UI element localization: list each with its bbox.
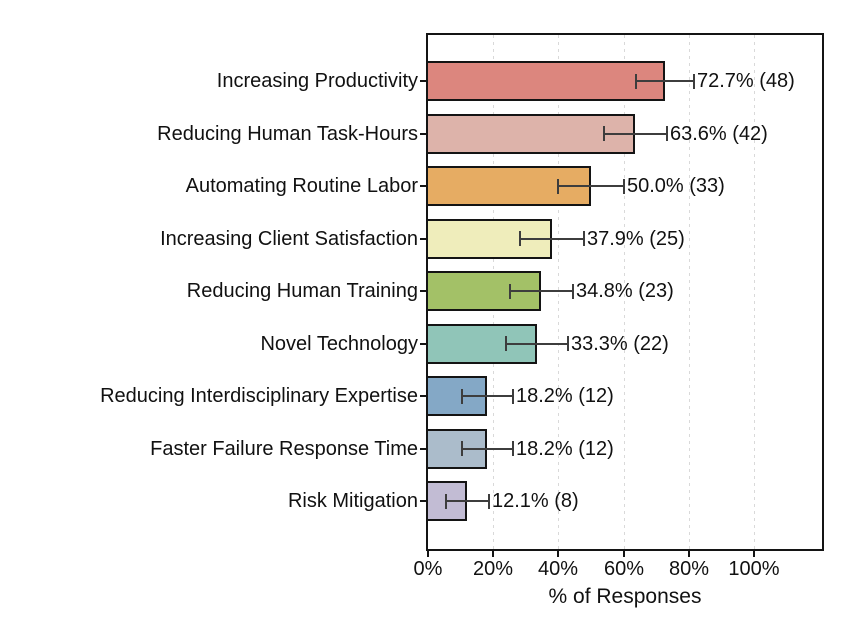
x-tick <box>688 551 690 557</box>
x-tick <box>557 551 559 557</box>
value-label: 72.7% (48) <box>697 70 795 92</box>
error-bar <box>510 290 573 292</box>
x-tick-label: 100% <box>728 558 780 580</box>
y-tick <box>420 237 426 240</box>
error-cap-high <box>623 178 625 194</box>
x-tick-label: 60% <box>603 558 645 580</box>
error-bar <box>520 237 584 240</box>
value-label: 12.1% (8) <box>492 490 579 512</box>
error-cap-low <box>461 388 463 404</box>
x-axis-title: % of Responses <box>548 585 702 608</box>
error-cap-high <box>583 231 585 246</box>
gridline-80 <box>689 35 690 549</box>
value-label: 34.8% (23) <box>576 280 674 302</box>
bar <box>428 113 635 154</box>
x-tick-label: 40% <box>537 558 579 580</box>
gridline-100 <box>754 35 755 549</box>
category-label: Increasing Productivity <box>216 70 418 92</box>
error-cap-low <box>445 493 447 509</box>
y-tick <box>420 290 426 292</box>
error-cap-low <box>505 336 507 351</box>
category-label: Increasing Client Satisfaction <box>160 227 418 250</box>
value-label: 50.0% (33) <box>627 175 725 197</box>
value-label: 18.2% (12) <box>516 385 614 407</box>
x-tick <box>427 551 429 557</box>
x-tick <box>492 551 494 557</box>
gridline-40 <box>558 35 559 549</box>
error-bar <box>604 132 667 135</box>
error-cap-low <box>557 178 559 194</box>
y-tick <box>420 80 426 82</box>
y-tick <box>420 395 426 397</box>
x-tick-label: 80% <box>668 558 710 580</box>
category-label: Risk Mitigation <box>287 490 418 512</box>
error-cap-low <box>509 283 511 299</box>
error-cap-high <box>693 73 695 89</box>
error-cap-high <box>488 493 490 509</box>
error-cap-high <box>572 283 574 299</box>
y-tick <box>420 447 426 450</box>
value-label: 18.2% (12) <box>516 437 614 460</box>
value-label: 37.9% (25) <box>587 227 685 250</box>
x-tick-label: 20% <box>472 558 514 580</box>
error-cap-low <box>519 231 521 246</box>
error-bar <box>558 185 624 187</box>
category-label: Reducing Interdisciplinary Expertise <box>100 385 418 407</box>
y-tick <box>420 132 426 135</box>
error-cap-high <box>512 441 514 456</box>
error-cap-low <box>603 126 605 141</box>
error-bar <box>506 342 568 345</box>
error-bar <box>636 80 695 82</box>
category-label: Automating Routine Labor <box>185 175 418 197</box>
error-bar <box>446 500 489 502</box>
category-label: Faster Failure Response Time <box>150 437 418 460</box>
plot-area <box>426 33 824 551</box>
gridline-60 <box>624 35 625 549</box>
error-bar <box>462 395 513 397</box>
error-cap-low <box>461 441 463 456</box>
error-bar <box>462 447 513 450</box>
y-tick <box>420 342 426 345</box>
error-cap-high <box>512 388 514 404</box>
error-cap-high <box>666 126 668 141</box>
category-label: Reducing Human Task-Hours <box>157 122 418 145</box>
x-tick <box>753 551 755 557</box>
error-cap-high <box>567 336 569 351</box>
x-tick-label: 0% <box>413 558 443 580</box>
value-label: 33.3% (22) <box>571 332 669 355</box>
bar <box>428 61 665 101</box>
y-tick <box>420 185 426 187</box>
value-label: 63.6% (42) <box>670 122 768 145</box>
category-label: Reducing Human Training <box>186 280 418 302</box>
x-tick <box>623 551 625 557</box>
error-cap-low <box>635 73 637 89</box>
y-tick <box>420 500 426 502</box>
category-label: Novel Technology <box>260 332 418 355</box>
